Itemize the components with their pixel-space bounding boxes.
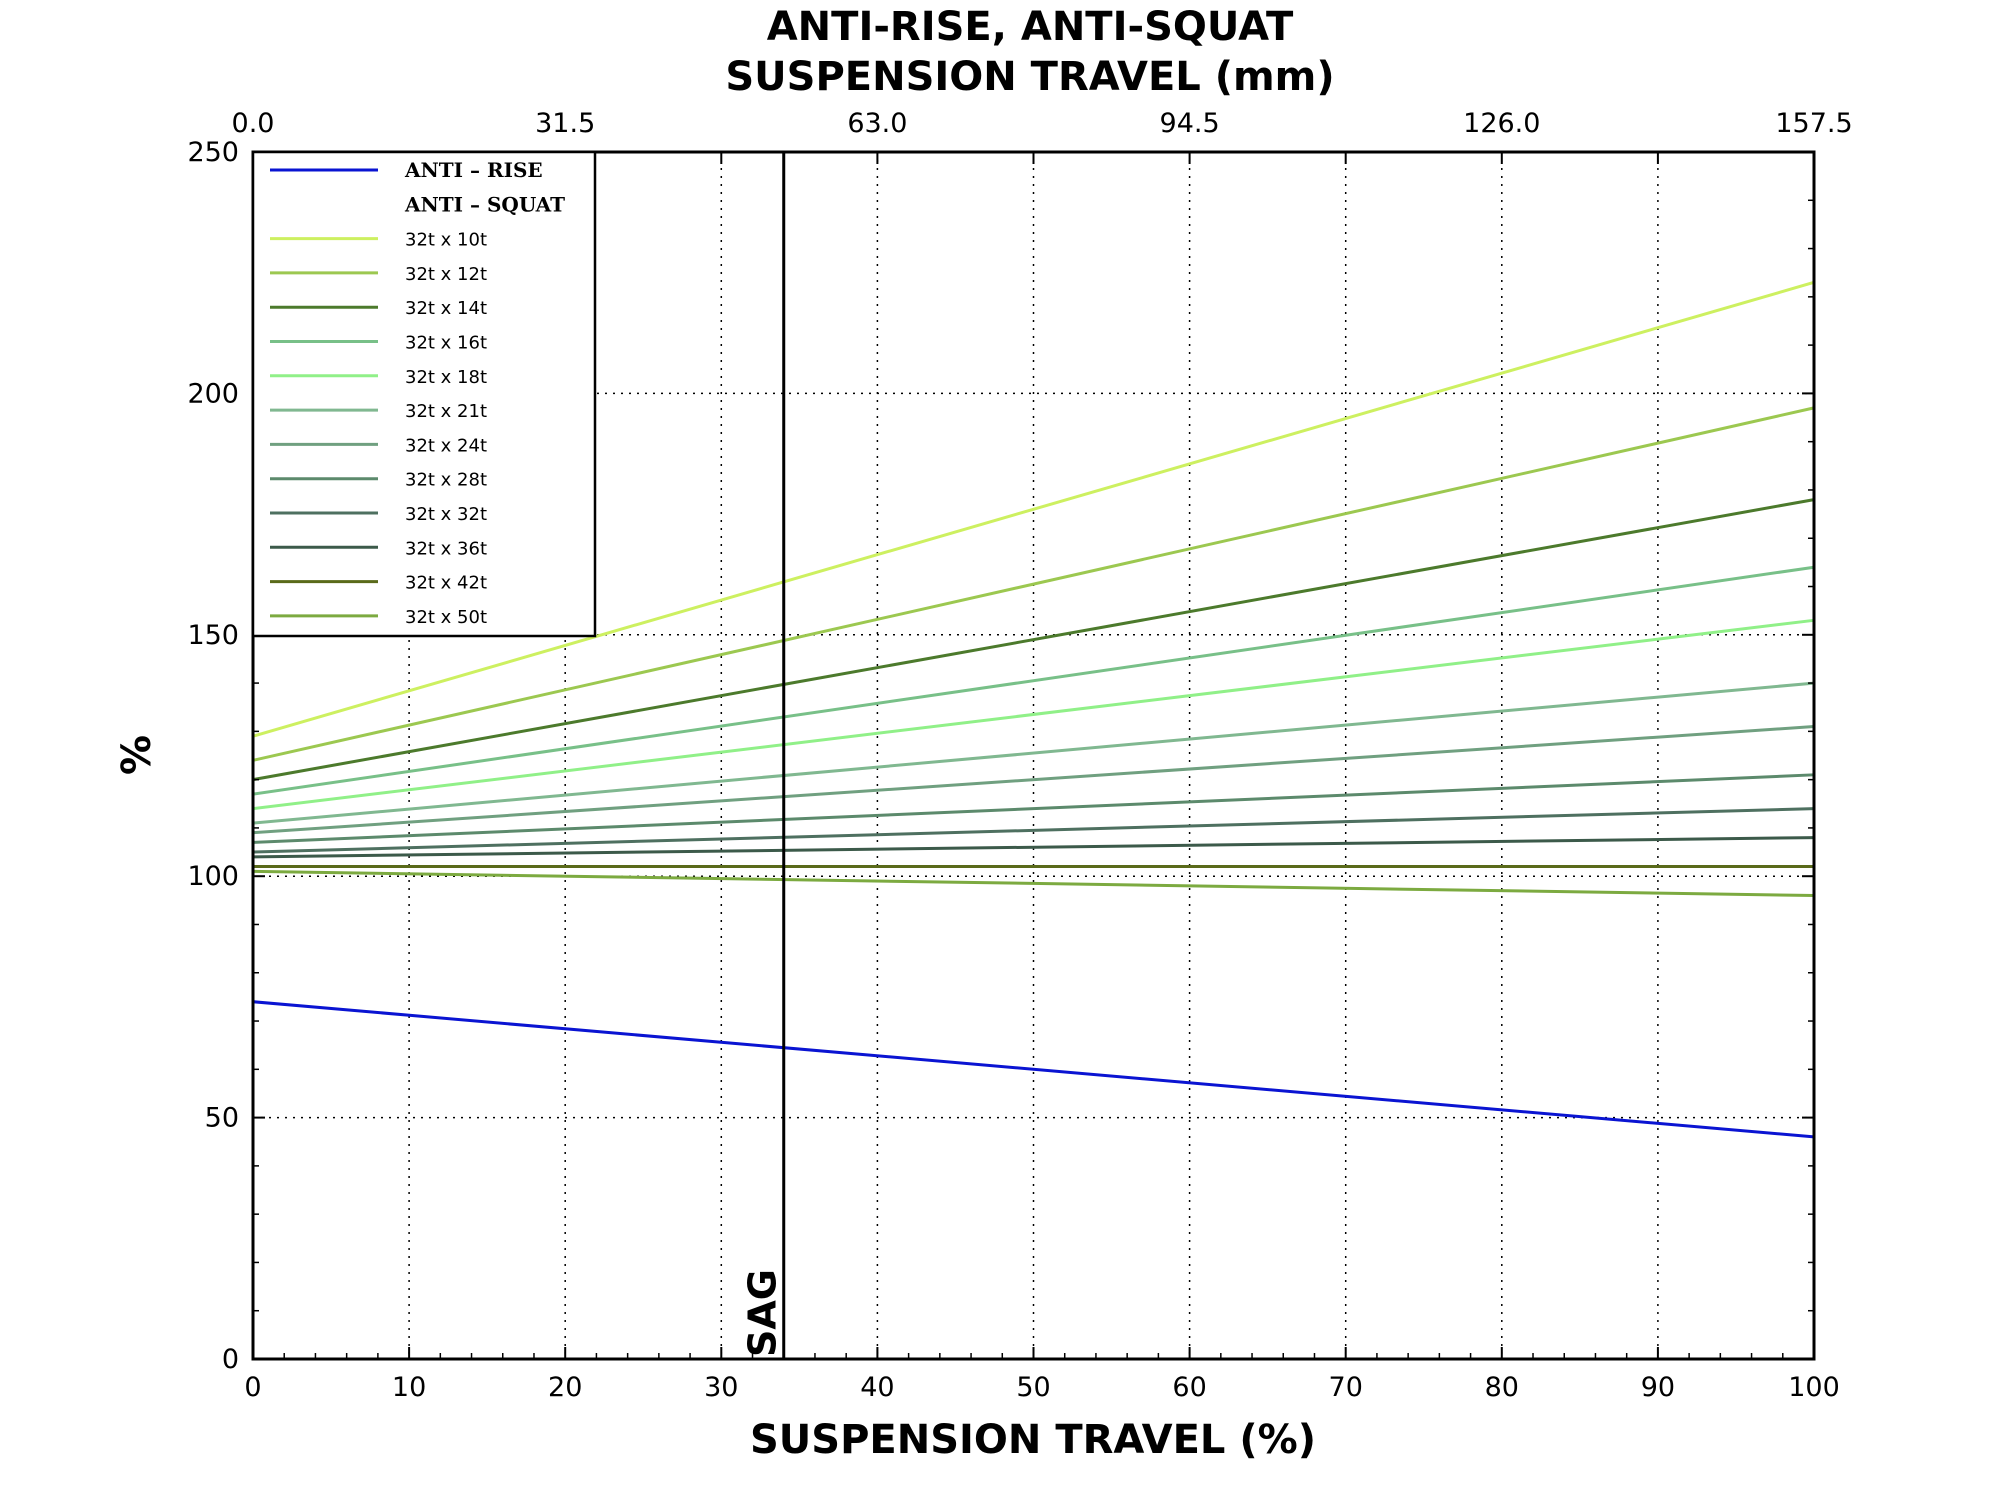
- x-axis-label: SUSPENSION TRAVEL (%): [750, 1417, 1316, 1463]
- y-axis-label: %: [114, 735, 160, 775]
- series-line-0: [252, 1000, 1815, 1139]
- y-axis: 0 50 100 150 200 250: [187, 137, 1814, 1375]
- legend-label-1: ANTI – SQUAT: [404, 192, 565, 216]
- series-line-6: [252, 618, 1815, 811]
- y-tick-label: 200: [187, 378, 239, 409]
- series-line-13: [252, 869, 1815, 898]
- series-line-11: [252, 836, 1815, 859]
- series-line-2: [252, 280, 1815, 738]
- x-tick-label: 60: [1172, 1372, 1206, 1403]
- top-tick-label: 94.5: [1160, 108, 1220, 139]
- legend: ANTI – RISE ANTI – SQUAT 32t x 10t 32t x 12…: [251, 150, 597, 638]
- top-tick-label: 0.0: [232, 108, 275, 139]
- legend-label-9: 32t x 28t: [405, 470, 487, 491]
- x-tick-label: 70: [1329, 1372, 1363, 1403]
- top-tick-label: 31.5: [535, 108, 595, 139]
- series-line-5: [252, 565, 1815, 796]
- series-line-3: [252, 406, 1815, 762]
- series-line-9: [252, 773, 1815, 844]
- sag-label: SAG: [741, 1269, 785, 1357]
- series-line-4: [252, 498, 1815, 782]
- y-tick-label: 150: [187, 620, 239, 651]
- chart-title-line-2: SUSPENSION TRAVEL (mm): [725, 54, 1334, 100]
- legend-label-6: 32t x 18t: [405, 367, 487, 388]
- x-tick-label: 80: [1485, 1372, 1519, 1403]
- y-tick-label: 100: [187, 861, 239, 892]
- top-axis: 0.0 31.5 63.0 94.5 126.0 157.5: [232, 108, 1853, 139]
- legend-label-10: 32t x 32t: [405, 504, 487, 525]
- top-tick-label: 157.5: [1775, 108, 1852, 139]
- top-tick-label: 63.0: [847, 108, 907, 139]
- x-tick-label: 0: [244, 1372, 261, 1403]
- top-tick-label: 126.0: [1463, 108, 1540, 139]
- x-axis: 0 10 20 30 40 50 60 70 80 90 100: [244, 152, 1840, 1403]
- y-tick-label: 0: [222, 1344, 239, 1375]
- x-tick-label: 10: [392, 1372, 426, 1403]
- x-tick-label: 30: [704, 1372, 738, 1403]
- legend-label-4: 32t x 14t: [405, 298, 487, 319]
- legend-label-13: 32t x 50t: [405, 607, 487, 628]
- legend-label-8: 32t x 24t: [405, 435, 487, 456]
- x-tick-label: 100: [1788, 1372, 1840, 1403]
- series-line-8: [252, 725, 1815, 835]
- legend-label-3: 32t x 12t: [405, 264, 487, 285]
- x-tick-label: 40: [860, 1372, 894, 1403]
- legend-box: [251, 150, 597, 638]
- chart-title-line-1: ANTI-RISE, ANTI-SQUAT: [767, 4, 1294, 50]
- x-tick-label: 90: [1641, 1372, 1675, 1403]
- x-tick-label: 50: [1016, 1372, 1050, 1403]
- legend-label-2: 32t x 10t: [405, 230, 487, 251]
- x-tick-label: 20: [548, 1372, 582, 1403]
- series-line-10: [252, 807, 1815, 854]
- series-line-7: [252, 681, 1815, 825]
- series-lines: [252, 280, 1815, 1139]
- legend-label-5: 32t x 16t: [405, 333, 487, 354]
- y-tick-label: 50: [205, 1103, 239, 1134]
- y-tick-label: 250: [187, 137, 239, 168]
- legend-label-12: 32t x 42t: [405, 573, 487, 594]
- sag-marker: SAG: [741, 152, 786, 1359]
- legend-label-0: ANTI – RISE: [404, 158, 543, 182]
- legend-label-11: 32t x 36t: [405, 538, 487, 559]
- legend-label-7: 32t x 21t: [405, 401, 487, 422]
